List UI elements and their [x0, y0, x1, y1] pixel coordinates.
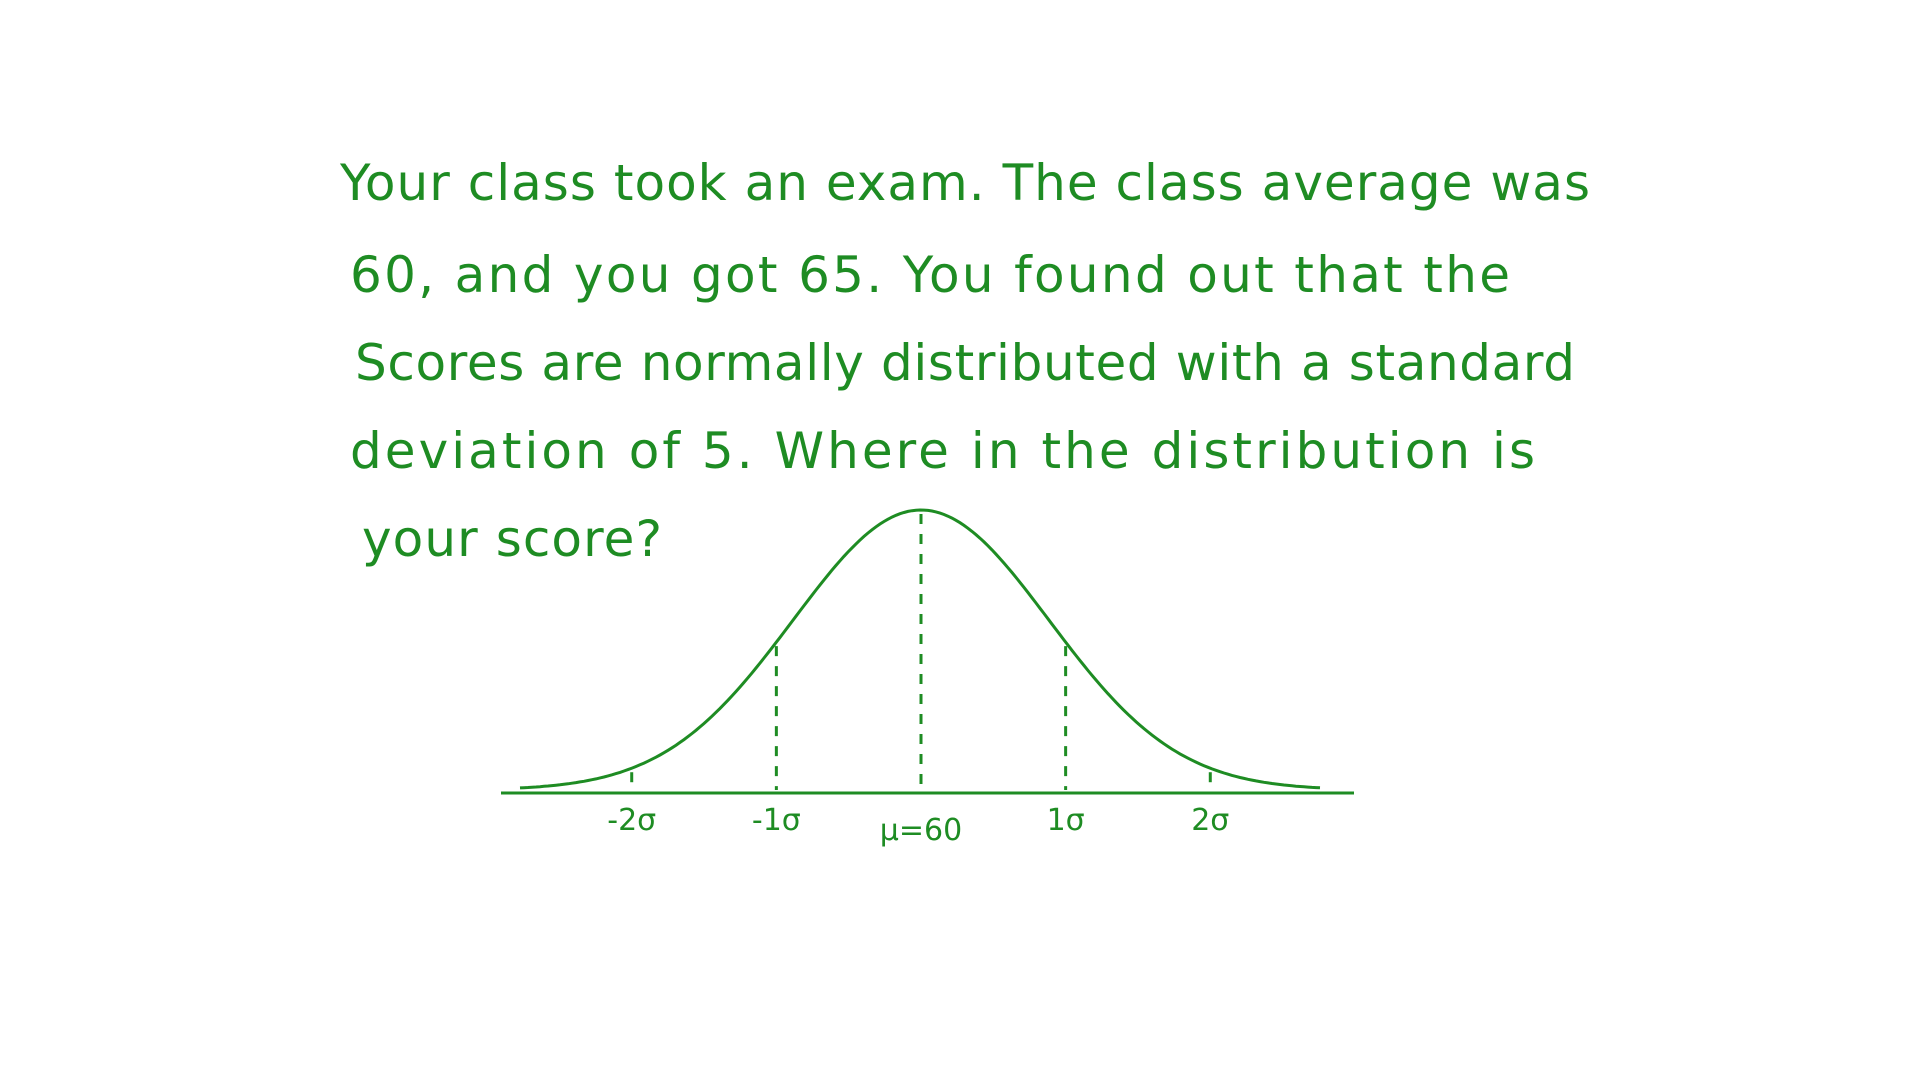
- axis-label: 2σ: [1191, 803, 1229, 838]
- axis-label: μ=60: [880, 813, 962, 848]
- question-line: Scores are normally distributed with a s…: [355, 334, 1575, 392]
- question-line: deviation of 5. Where in the distributio…: [350, 422, 1535, 480]
- question-line: your score?: [362, 510, 662, 568]
- normal-curve-diagram: -2σ -1σ μ=60 1σ 2σ: [501, 508, 1354, 848]
- bell-curve: [519, 508, 1321, 790]
- axis-label: -1σ: [752, 803, 801, 838]
- axis-label: 1σ: [1047, 803, 1085, 838]
- question: Your class took an exam. The class avera…: [339, 154, 1590, 568]
- question-line: 60, and you got 65. You found out that t…: [350, 246, 1510, 304]
- question-line: Your class took an exam. The class avera…: [339, 154, 1590, 212]
- axis-label: -2σ: [607, 803, 656, 838]
